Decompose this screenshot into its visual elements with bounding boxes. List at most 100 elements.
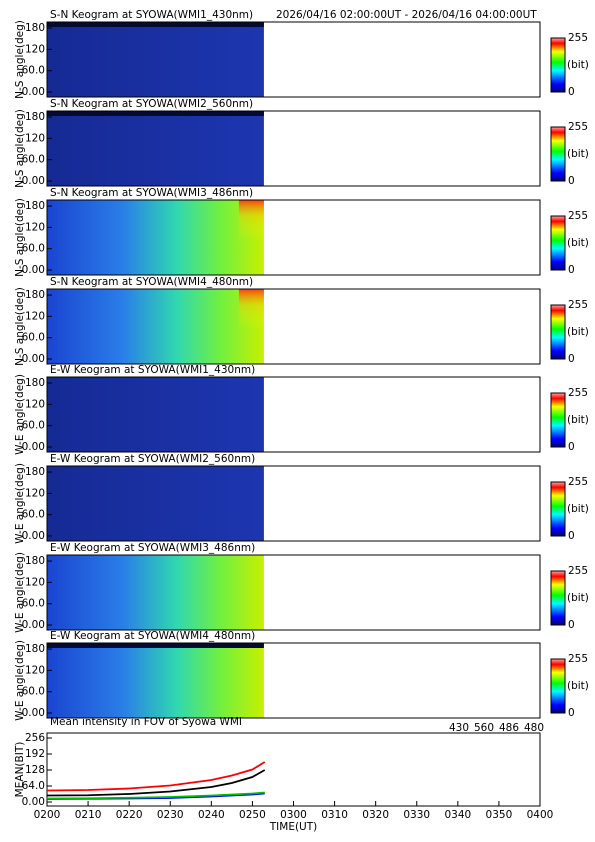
legend-entry: 430 [449,722,469,734]
colorbar-tick-label: 255 [568,387,588,399]
y-tick-label: 180 [25,466,45,478]
colorbar-tick-label: 255 [568,210,588,222]
colorbar-tick-label: 0 [568,353,575,365]
y-tick-label: 180 [25,377,45,389]
x-tick-label: 0320 [362,809,389,821]
x-tick-label: 0210 [75,809,102,821]
colorbar-label: (bit) [567,680,589,692]
colorbar [550,304,566,360]
keogram-image [47,111,264,186]
y-tick-label: 0.00 [22,707,45,719]
colorbar-label: (bit) [567,326,589,338]
colorbar-tick-label: 0 [568,530,575,542]
colorbar-label: (bit) [567,503,589,515]
y-tick-label: 128 [25,764,45,776]
y-tick-label: 120 [25,664,45,676]
colorbar [550,481,566,537]
keogram-image-glow [238,200,264,240]
x-tick-label: 0340 [444,809,471,821]
colorbar [550,37,566,93]
x-tick-label: 0250 [239,809,266,821]
y-tick-label: 120 [25,576,45,588]
keogram-edge [47,22,264,27]
y-tick-label: 180 [25,555,45,567]
y-tick-label: 60.0 [22,65,45,77]
x-tick-label: 0300 [280,809,307,821]
x-tick-label: 0400 [527,809,554,821]
y-tick-label: 0.00 [22,441,45,453]
y-tick-label: 120 [25,487,45,499]
colorbar-tick-label: 255 [568,653,588,665]
x-tick-label: 0230 [157,809,184,821]
colorbar [550,392,566,448]
colorbar-tick-label: 0 [568,707,575,719]
keogram-image [47,22,264,97]
legend-entry: 480 [524,722,544,734]
panel-title: E-W Keogram at SYOWA(WMI4_480nm) [50,630,255,642]
plot-frame [46,288,541,365]
plot-frame [46,465,541,542]
y-tick-label: 0.00 [22,619,45,631]
colorbar-tick-label: 0 [568,86,575,98]
colorbar-tick-label: 0 [568,264,575,276]
y-tick-label: 60.0 [22,686,45,698]
y-tick-label: 120 [25,43,45,55]
colorbar-label: (bit) [567,592,589,604]
x-tick-label: 0330 [403,809,430,821]
colorbar-tick-label: 0 [568,441,575,453]
panel-title: S-N Keogram at SYOWA(WMI3_486nm) [50,187,253,199]
keogram-image [47,200,264,275]
keogram-image [47,555,264,630]
keogram-edge [47,643,264,648]
colorbar-tick-label: 0 [568,619,575,631]
panel-title: E-W Keogram at SYOWA(WMI3_486nm) [50,542,255,554]
colorbar-tick-label: 0 [568,175,575,187]
legend-entry: 560 [474,722,494,734]
y-tick-label: 120 [25,310,45,322]
colorbar-tick-label: 255 [568,121,588,133]
panel-title: Mean intensity in FOV of Syowa WMI [50,716,242,728]
colorbar [550,658,566,714]
x-tick-label: 0310 [321,809,348,821]
x-tick-label: 0200 [34,809,61,821]
y-axis-label: W-E angle(deg) [14,463,26,544]
y-tick-label: 0.00 [22,264,45,276]
y-tick-label: 256 [25,732,45,744]
colorbar-tick-label: 255 [568,299,588,311]
plot-frame [46,21,541,98]
y-tick-label: 0.00 [22,86,45,98]
y-tick-label: 180 [25,200,45,212]
y-axis-label: N-S angle(deg) [14,20,26,99]
y-tick-label: 60.0 [22,509,45,521]
plot-frame [46,110,541,187]
y-axis-label: W-E angle(deg) [14,552,26,633]
colorbar [550,215,566,271]
y-tick-label: 0.00 [22,530,45,542]
colorbar-tick-label: 255 [568,476,588,488]
y-tick-label: 60.0 [22,598,45,610]
series-line [46,791,265,800]
y-tick-label: 64.0 [22,780,45,792]
x-tick-label: 0240 [198,809,225,821]
keogram-image [47,466,264,541]
keogram-image [47,377,264,452]
colorbar-label: (bit) [567,59,589,71]
y-tick-label: 60.0 [22,332,45,344]
colorbar [550,126,566,182]
y-tick-label: 120 [25,132,45,144]
y-tick-label: 180 [25,289,45,301]
y-tick-label: 120 [25,398,45,410]
colorbar-tick-label: 255 [568,565,588,577]
y-axis-label: MEAN(BIT) [14,742,26,798]
plot-frame [46,199,541,276]
plot-frame [46,642,541,719]
legend-entry: 486 [499,722,519,734]
series-line [46,769,266,797]
y-axis-label: W-E angle(deg) [14,640,26,721]
panel-title: S-N Keogram at SYOWA(WMI4_480nm) [50,276,253,288]
x-axis-label: TIME(UT) [269,821,318,833]
panel-title: S-N Keogram at SYOWA(WMI1_430nm) [50,9,253,21]
y-axis-label: W-E angle(deg) [14,374,26,455]
colorbar-label: (bit) [567,237,589,249]
